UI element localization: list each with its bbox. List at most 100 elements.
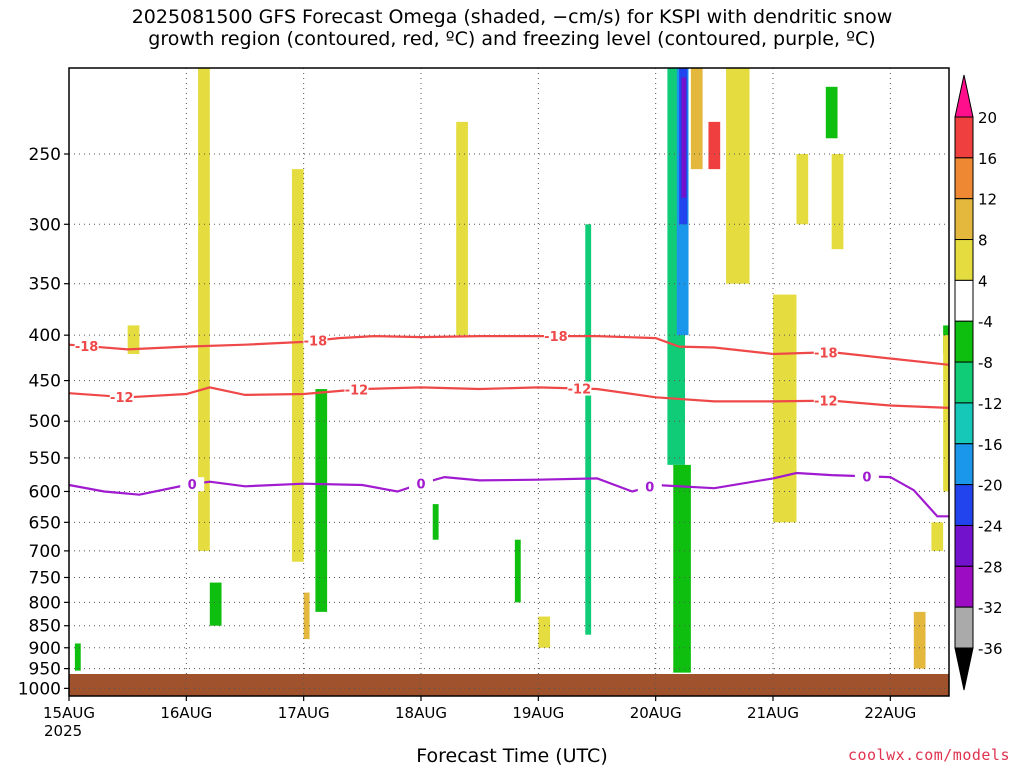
colorbar-box-10 bbox=[954, 524, 974, 567]
colorbar-label-0: 20 bbox=[978, 109, 997, 127]
omega-patch-10 bbox=[74, 643, 81, 671]
contour-label--12-0: -12 bbox=[110, 391, 134, 406]
contour-label--12-1: -12 bbox=[345, 384, 369, 399]
omega-patch-20 bbox=[931, 522, 944, 551]
chart-title-line-1: 2025081500 GFS Forecast Omega (shaded, −… bbox=[131, 6, 893, 28]
contour-label-bg-0-0 bbox=[180, 477, 205, 492]
omega-patch-23 bbox=[291, 169, 304, 562]
omega-patch-15 bbox=[726, 68, 750, 284]
omega-patch-16 bbox=[773, 294, 797, 523]
y-tick-label-400: 400 bbox=[29, 326, 61, 346]
colorbar-box-12 bbox=[954, 606, 974, 649]
colorbar-box-11 bbox=[954, 565, 974, 608]
colorbar-label-4: 4 bbox=[978, 272, 988, 290]
contour-label-bg--18-2 bbox=[543, 329, 568, 344]
colorbar-label-7: -12 bbox=[978, 395, 1003, 413]
colorbar-label-12: -32 bbox=[978, 599, 1003, 617]
y-tick-label-600: 600 bbox=[29, 482, 61, 502]
omega-patch-24 bbox=[303, 592, 310, 640]
y-tick-label-850: 850 bbox=[29, 617, 61, 637]
x-tick-label-17AUG: 17AUG bbox=[278, 704, 330, 722]
colorbar-label-2: 12 bbox=[978, 191, 997, 209]
contour-label-bg--12-2 bbox=[567, 381, 592, 396]
contour-label-bg-0-1 bbox=[409, 476, 433, 491]
y-tick-label-900: 900 bbox=[29, 639, 61, 659]
colorbar-label-3: 8 bbox=[978, 232, 988, 250]
y-tick-label-800: 800 bbox=[29, 593, 61, 613]
omega-patch-1 bbox=[673, 464, 691, 673]
colorbar-box-3 bbox=[954, 239, 974, 281]
omega-patch-27 bbox=[127, 325, 140, 354]
contour--12 bbox=[68, 386, 950, 409]
omega-patch-17 bbox=[796, 154, 809, 225]
x-tick-label-15AUG: 15AUG bbox=[43, 704, 95, 722]
omega-patch-13 bbox=[690, 68, 703, 170]
x-tick-label-18AUG: 18AUG bbox=[395, 704, 447, 722]
omega-patch-8 bbox=[432, 504, 439, 540]
omega-patch-11 bbox=[825, 86, 838, 139]
x-axis-year: 2025 bbox=[44, 722, 83, 740]
colorbar-box-7 bbox=[954, 402, 974, 445]
contour--18 bbox=[68, 334, 950, 366]
y-tick-label-550: 550 bbox=[29, 449, 61, 469]
omega-patch-21 bbox=[943, 335, 949, 492]
colorbar-label-8: -16 bbox=[978, 436, 1003, 454]
contour-label--12-2: -12 bbox=[568, 383, 592, 398]
colorbar-label-13: -36 bbox=[978, 640, 1003, 658]
colorbar-label-1: 16 bbox=[978, 150, 997, 168]
contour-label--18-0: -18 bbox=[75, 340, 99, 355]
y-tick-label-650: 650 bbox=[29, 513, 61, 533]
y-tick-label-500: 500 bbox=[29, 412, 61, 432]
y-tick-label-1000: 1000 bbox=[18, 679, 61, 699]
omega-patch-6 bbox=[209, 582, 222, 626]
omega-patch-22 bbox=[198, 68, 210, 551]
contour-0 bbox=[68, 471, 949, 518]
contour-label-bg-0-3 bbox=[854, 469, 879, 484]
contour-label--18-2: -18 bbox=[544, 330, 568, 345]
colorbar-box-0 bbox=[954, 116, 974, 159]
x-tick-label-21AUG: 21AUG bbox=[747, 704, 799, 722]
x-axis-label: Forecast Time (UTC) bbox=[416, 745, 608, 767]
contour-label-bg--18-0 bbox=[74, 339, 99, 354]
contour-label-0-2: 0 bbox=[645, 481, 654, 496]
colorbar-box-2 bbox=[954, 198, 974, 241]
ground-surface bbox=[69, 674, 949, 696]
contour-label--12-3: -12 bbox=[814, 395, 838, 410]
x-tick-label-20AUG: 20AUG bbox=[630, 704, 682, 722]
colorbar-box-9 bbox=[954, 484, 974, 526]
colorbar-box-8 bbox=[954, 443, 974, 486]
y-tick-label-700: 700 bbox=[29, 542, 61, 562]
y-tick-label-950: 950 bbox=[29, 660, 61, 680]
colorbar-bottom-arrow bbox=[954, 647, 974, 691]
contour-label-0-1: 0 bbox=[416, 478, 425, 493]
x-tick-label-16AUG: 16AUG bbox=[160, 704, 212, 722]
contour-label--18-1: -18 bbox=[304, 335, 328, 350]
omega-patch-4 bbox=[681, 77, 687, 198]
colorbar-label-6: -8 bbox=[978, 354, 993, 372]
omega-patch-5 bbox=[585, 224, 592, 635]
y-tick-label-750: 750 bbox=[29, 568, 61, 588]
colorbar-box-1 bbox=[954, 157, 974, 200]
colorbar-label-5: -4 bbox=[978, 313, 993, 331]
contour-label-bg--12-0 bbox=[109, 389, 134, 404]
colorbar-top-arrow bbox=[954, 74, 974, 118]
contour-label-bg--12-1 bbox=[344, 382, 369, 397]
plot-frame bbox=[68, 67, 950, 697]
omega-patch-9 bbox=[514, 539, 521, 603]
colorbar-label-9: -20 bbox=[978, 477, 1003, 495]
colorbar-box-6 bbox=[954, 361, 974, 404]
contour-label-0-0: 0 bbox=[188, 478, 197, 493]
site-credit: coolwx.com/models bbox=[847, 746, 1010, 764]
colorbar-label-11: -28 bbox=[978, 558, 1003, 576]
y-tick-label-250: 250 bbox=[29, 145, 61, 165]
omega-patch-26 bbox=[538, 616, 551, 648]
omega-patch-19 bbox=[913, 611, 926, 669]
contour-label-bg--18-3 bbox=[813, 345, 838, 360]
omega-patch-14 bbox=[708, 121, 721, 170]
contour-label--18-3: -18 bbox=[814, 346, 838, 361]
y-tick-label-450: 450 bbox=[29, 372, 61, 392]
omega-patch-25 bbox=[456, 121, 468, 336]
y-tick-label-350: 350 bbox=[29, 275, 61, 295]
omega-patch-7 bbox=[315, 389, 328, 612]
